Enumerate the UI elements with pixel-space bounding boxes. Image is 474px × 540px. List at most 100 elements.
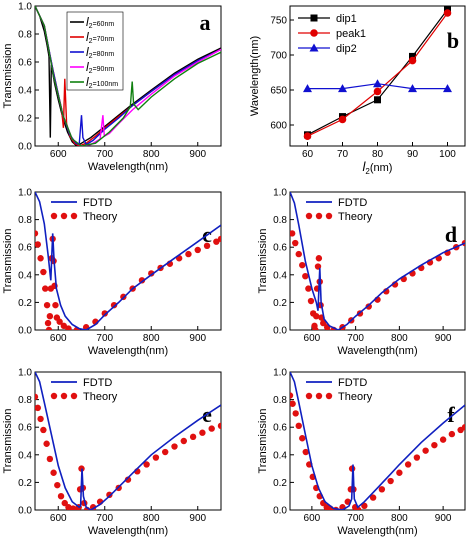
y-axis-label: Transmission [257,409,269,474]
x-tick-label: 70 [337,149,349,160]
legend-marker [309,43,319,52]
theory-point [313,313,320,320]
y-tick-label: 0.4 [273,270,287,281]
legend-marker [310,14,318,22]
legend-swatch-theory [50,212,58,220]
theory-point [299,261,306,269]
theory-point [148,270,155,277]
theory-point [290,400,296,407]
y-tick-label: 650 [270,86,287,97]
theory-point [106,491,113,499]
y-axis-label: Transmission [2,409,14,474]
y-tick-label: 0.2 [18,478,32,489]
theory-point [54,481,61,489]
y-tick-label: 0.8 [18,215,32,226]
panel-letter: a [200,10,211,35]
y-tick-label: 0.0 [18,506,32,517]
legend-label-fdtd: FDTD [338,197,367,209]
x-tick-label: 700 [96,333,113,344]
x-axis-label-l: l [363,159,367,174]
y-tick-label: 0.8 [18,30,32,41]
theory-point [208,425,215,432]
theory-point [213,238,220,245]
theory-point [194,246,201,254]
legend-label-theory: Theory [338,391,373,403]
plot-frame [289,191,466,331]
theory-point [302,272,309,280]
theory-point [43,440,50,447]
marker-triangle [338,84,347,93]
x-tick-label: 600 [50,149,67,160]
plot-frame [289,371,466,511]
theory-point [138,277,146,284]
theory-point [302,448,309,456]
y-tick-label: 0.6 [273,423,287,434]
y-tick-label: 0.6 [18,423,32,434]
marker-circle [443,9,452,17]
fdtd-line [290,372,465,510]
x-tick-label: 600 [50,333,67,344]
x-tick-label: 100 [439,149,456,160]
theory-point [299,435,306,442]
theory-point [439,436,447,443]
marker-triangle [443,84,452,93]
y-tick-label: 0.6 [18,243,32,254]
marker-circle [373,87,382,96]
legend-swatch-theory [325,392,333,400]
theory-point [35,404,41,412]
theory-point [61,499,68,507]
theory-point [37,415,44,423]
theory-point [40,426,47,434]
x-axis-label: Wavelength(nm) [88,525,168,537]
legend-label: dip2 [336,43,357,55]
x-tick-label: 900 [189,149,206,160]
x-axis-label: Wavelength(nm) [88,345,168,357]
legend-value: =70nm [93,36,115,43]
x-tick-label: 900 [189,513,206,524]
legend-label-fdtd: FDTD [83,377,112,389]
y-tick-label: 600 [270,121,287,132]
y-tick-label: 0.0 [18,326,32,337]
x-tick-label: 900 [189,333,206,344]
theory-point [369,494,377,501]
theory-point [46,455,54,463]
theory-point [387,477,394,485]
theory-point [292,239,299,247]
series-line [35,6,221,146]
legend-swatch-theory [70,212,78,220]
theory-point [101,310,108,317]
panel-c: 600 700 800 9000.00.20.40.60.81.0cFDTDTheor… [2,188,222,357]
theory-point [355,506,362,510]
legend-swatch-theory [305,392,313,400]
theory-point [361,502,368,510]
legend-sub: 2 [89,83,93,90]
theory-point [171,443,178,450]
panel-b: 60 70 80 90 100 600 650 700 750 b dip1 peak1 dip2 l2(… [249,5,466,176]
legend-label-theory: Theory [338,211,373,223]
theory-point [52,301,59,309]
legend-box [66,11,124,91]
legend-swatch-theory [60,392,68,400]
theory-point [110,301,118,309]
theory-point [203,242,211,250]
x-tick-label: 90 [407,149,419,160]
legend-label: l2=80nm [86,45,114,60]
legend-l: l [86,60,89,74]
legend-label: l2=90nm [86,60,114,75]
marker-circle [338,115,347,124]
x-tick-label: 700 [347,513,364,524]
series-line [35,6,221,146]
y-tick-label: 0.4 [273,450,287,461]
legend-label-theory: Theory [83,391,118,403]
theory-point [180,437,187,445]
y-tick-label: 0.4 [18,450,32,461]
fdtd-line [290,192,465,330]
legend-label-fdtd: FDTD [338,377,367,389]
theory-point [162,448,169,456]
y-tick-label: 0.0 [18,142,32,153]
y-tick-label: 0.0 [273,506,287,517]
y-tick-label: 750 [270,16,287,27]
y-tick-label: 1.0 [273,368,287,379]
marker-triangle [373,79,382,88]
